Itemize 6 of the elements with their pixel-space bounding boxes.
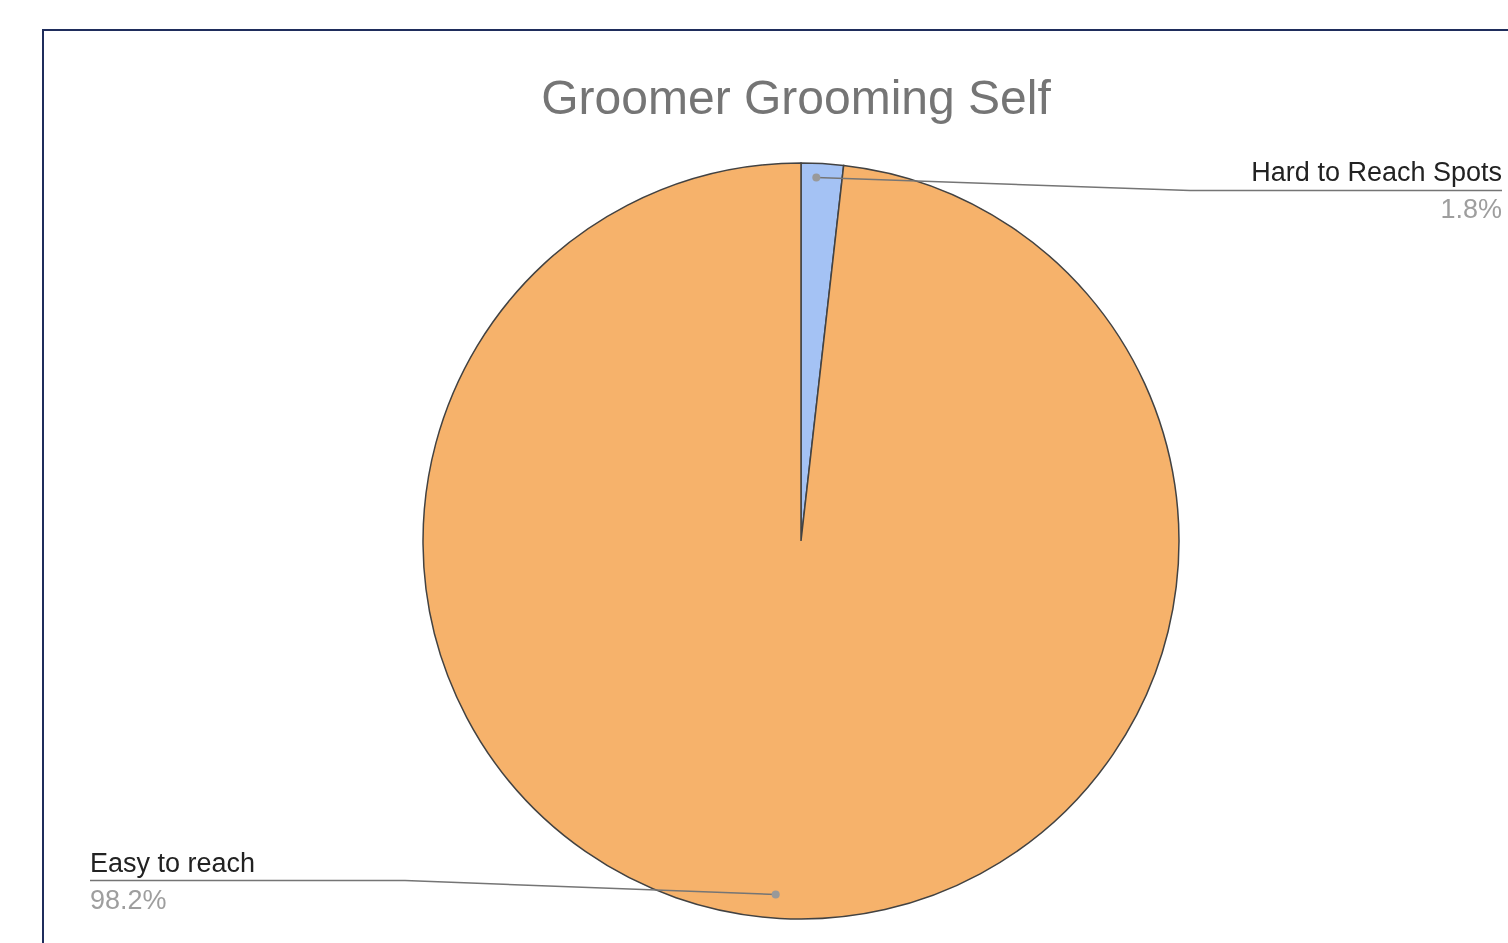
chart-title: Groomer Grooming Self	[540, 70, 1052, 125]
pie-slice	[422, 162, 1180, 920]
data-label: 98.2%	[90, 884, 167, 915]
slice-label: Easy to reach	[90, 847, 256, 878]
slice-label: Hard to Reach Spots	[1251, 157, 1502, 188]
data-label: 1.8%	[1440, 194, 1502, 225]
